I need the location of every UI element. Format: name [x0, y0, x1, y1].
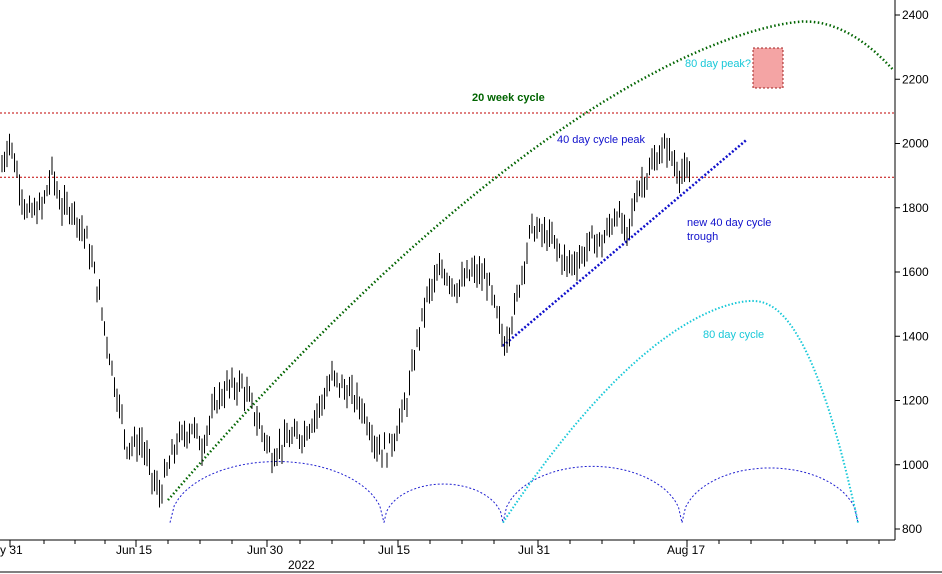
y-tick-label: 2400: [902, 8, 929, 22]
y-tick-label: 1200: [902, 394, 929, 408]
forty-day-cycle-arc: [383, 483, 504, 523]
year-label: 2022: [288, 558, 315, 572]
forty-day-cycle-peak-label: 40 day cycle peak: [557, 134, 646, 146]
x-axis-ticks: y 31 Jun 15 Jun 30 Jul 15 Jul 31 Aug 17: [0, 540, 880, 557]
cycle-arcs: [169, 460, 859, 523]
x-tick-label: Aug 17: [667, 543, 705, 557]
forty-day-cycle-arc: [169, 460, 385, 523]
eighty-day-cycle-line: [502, 299, 859, 524]
eighty-day-peak-box: [752, 47, 784, 89]
y-axis-ticks: 800 1000 1200 1400 1600 1800 2000 2200 2400: [895, 8, 929, 536]
new-trough-label-line1: new 40 day cycle: [687, 217, 771, 229]
x-tick-label: Jul 15: [378, 543, 410, 557]
forty-day-cycle-arc: [502, 465, 683, 523]
twenty-week-cycle-label: 20 week cycle: [472, 92, 545, 104]
y-tick-label: 2000: [902, 137, 929, 151]
horizontal-levels: [0, 112, 895, 178]
x-tick-label: Jun 30: [247, 543, 283, 557]
new-trough-label-line2: trough: [687, 231, 718, 243]
cycle-lines: [167, 20, 894, 524]
twenty-week-cycle-line: [167, 20, 894, 501]
y-tick-label: 1600: [902, 265, 929, 279]
y-tick-label: 1800: [902, 201, 929, 215]
eighty-day-cycle-label: 80 day cycle: [703, 329, 764, 341]
forty-day-cycle-trend-line: [502, 139, 747, 347]
y-tick-label: 2200: [902, 72, 929, 86]
forty-day-cycle-arc: [681, 467, 859, 523]
x-tick-label: y 31: [0, 543, 23, 557]
x-tick-label: Jul 31: [518, 543, 550, 557]
eighty-day-peak-label: 80 day peak?: [685, 58, 751, 70]
price-bars: [1, 133, 690, 508]
y-tick-label: 1000: [902, 458, 929, 472]
y-tick-label: 800: [902, 522, 922, 536]
x-tick-label: Jun 15: [116, 543, 152, 557]
y-tick-label: 1400: [902, 329, 929, 343]
